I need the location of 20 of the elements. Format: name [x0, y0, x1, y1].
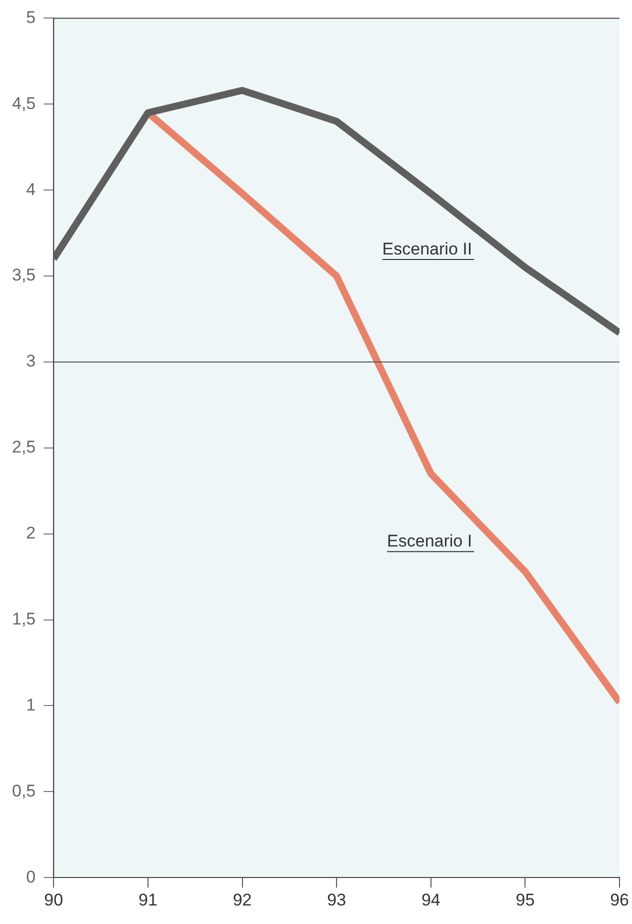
- series-label: Escenario II: [382, 239, 472, 258]
- x-tick-label: 95: [516, 890, 535, 910]
- y-tick-label: 3: [26, 352, 36, 371]
- y-tick-label: 1,5: [12, 609, 36, 628]
- y-tick-label: 0: [26, 867, 36, 886]
- x-tick-label: 90: [44, 890, 64, 910]
- y-tick-label: 2: [26, 524, 36, 543]
- x-tick-label: 96: [610, 890, 630, 910]
- y-tick-label: 5: [26, 8, 36, 27]
- series-label: Escenario I: [387, 532, 472, 551]
- y-tick-label: 4: [26, 180, 36, 199]
- y-tick-label: 1: [26, 695, 36, 714]
- y-tick-label: 0,5: [12, 781, 36, 800]
- x-tick-label: 94: [421, 890, 440, 910]
- y-tick-label: 2,5: [12, 438, 36, 457]
- y-tick-label: 3,5: [12, 266, 36, 285]
- x-tick-label: 92: [232, 890, 252, 910]
- y-tick-label: 4,5: [12, 94, 36, 113]
- x-tick-label: 93: [327, 890, 346, 910]
- x-tick-label: 91: [138, 890, 158, 910]
